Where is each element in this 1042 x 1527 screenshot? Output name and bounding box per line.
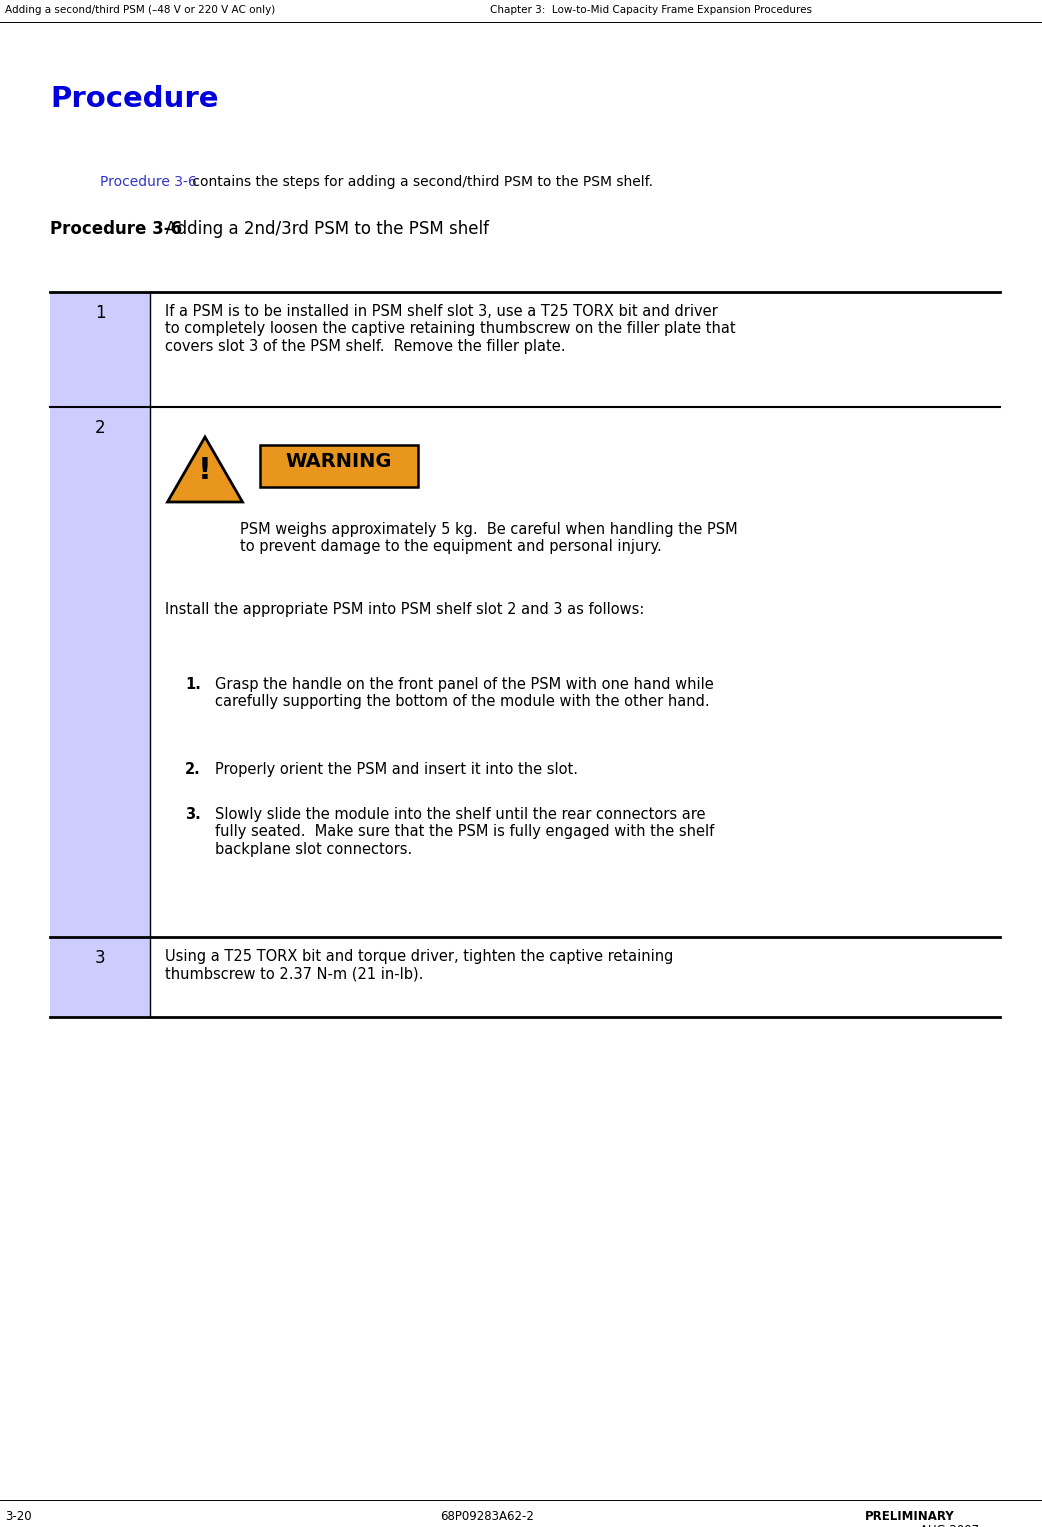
Text: PSM weighs approximately 5 kg.  Be careful when handling the PSM
to prevent dama: PSM weighs approximately 5 kg. Be carefu… xyxy=(240,522,738,554)
Text: 1: 1 xyxy=(95,304,105,322)
Text: 1.: 1. xyxy=(185,676,201,692)
Text: If a PSM is to be installed in PSM shelf slot 3, use a T25 TORX bit and driver
t: If a PSM is to be installed in PSM shelf… xyxy=(165,304,736,354)
Text: Slowly slide the module into the shelf until the rear connectors are
fully seate: Slowly slide the module into the shelf u… xyxy=(215,806,714,857)
Text: AUG 2007: AUG 2007 xyxy=(920,1524,979,1527)
Text: 2: 2 xyxy=(95,418,105,437)
Text: 68P09283A62-2: 68P09283A62-2 xyxy=(440,1510,534,1522)
Text: 3-20: 3-20 xyxy=(5,1510,31,1522)
Text: 3: 3 xyxy=(95,948,105,967)
Bar xyxy=(50,938,150,1017)
Text: Adding a 2nd/3rd PSM to the PSM shelf: Adding a 2nd/3rd PSM to the PSM shelf xyxy=(155,220,489,238)
Text: Procedure 3-6: Procedure 3-6 xyxy=(100,176,197,189)
Text: Properly orient the PSM and insert it into the slot.: Properly orient the PSM and insert it in… xyxy=(215,762,578,777)
Bar xyxy=(50,292,150,408)
Text: Procedure 3-6: Procedure 3-6 xyxy=(50,220,182,238)
Bar xyxy=(50,408,150,938)
Text: Grasp the handle on the front panel of the PSM with one hand while
carefully sup: Grasp the handle on the front panel of t… xyxy=(215,676,714,710)
Text: Using a T25 TORX bit and torque driver, tighten the captive retaining
thumbscrew: Using a T25 TORX bit and torque driver, … xyxy=(165,948,673,982)
Text: WARNING: WARNING xyxy=(286,452,392,470)
Text: PRELIMINARY: PRELIMINARY xyxy=(865,1510,954,1522)
Bar xyxy=(260,444,418,487)
Text: Procedure: Procedure xyxy=(50,86,219,113)
Text: Chapter 3:  Low-to-Mid Capacity Frame Expansion Procedures: Chapter 3: Low-to-Mid Capacity Frame Exp… xyxy=(490,5,812,15)
Text: Install the appropriate PSM into PSM shelf slot 2 and 3 as follows:: Install the appropriate PSM into PSM she… xyxy=(165,602,644,617)
Text: Adding a second/third PSM (–48 V or 220 V AC only): Adding a second/third PSM (–48 V or 220 … xyxy=(5,5,275,15)
Text: 3.: 3. xyxy=(185,806,201,822)
Text: 2.: 2. xyxy=(185,762,201,777)
Text: contains the steps for adding a second/third PSM to the PSM shelf.: contains the steps for adding a second/t… xyxy=(188,176,653,189)
Text: !: ! xyxy=(198,457,212,486)
Polygon shape xyxy=(168,437,243,502)
